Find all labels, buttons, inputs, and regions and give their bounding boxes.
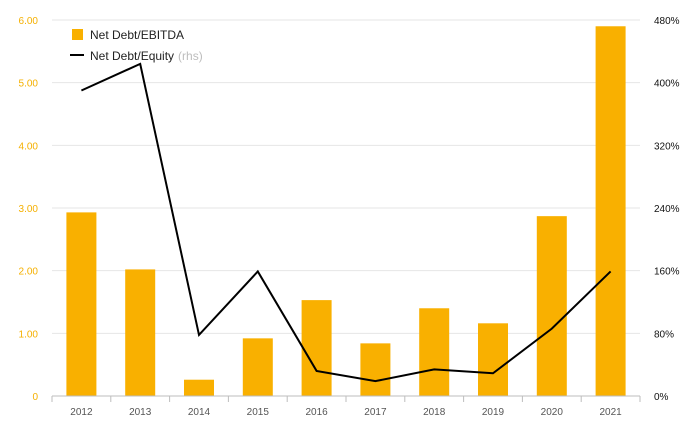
bar-series <box>66 26 626 397</box>
x-tick-label: 2014 <box>188 407 211 418</box>
x-tick-label: 2020 <box>541 407 564 418</box>
legend-label-line: Net Debt/Equity <box>90 49 174 63</box>
bar <box>184 379 214 396</box>
x-tick-label: 2013 <box>129 407 152 418</box>
x-tick-label: 2015 <box>247 407 270 418</box>
left-tick-label: 5.00 <box>19 79 39 90</box>
bar <box>360 343 391 396</box>
x-tick-label: 2018 <box>423 407 446 418</box>
right-tick-label: 0% <box>654 392 669 403</box>
legend-label-bar: Net Debt/EBITDA <box>90 28 184 42</box>
x-axis: 2012 2013 2014 2015 2016 2017 2018 2019 2020 2021 <box>51 395 641 418</box>
left-tick-label: 1.00 <box>19 329 39 340</box>
bar <box>478 323 508 396</box>
legend-swatch-bar <box>72 29 83 40</box>
bar <box>66 212 97 396</box>
right-tick-label: 400% <box>654 79 680 90</box>
line-path <box>80 62 612 383</box>
bar <box>595 26 626 397</box>
right-tick-label: 160% <box>654 267 680 278</box>
bar <box>419 308 450 396</box>
left-tick-label: 2.00 <box>19 267 39 278</box>
left-tick-label: 6.00 <box>19 16 39 27</box>
right-tick-label: 480% <box>654 16 680 27</box>
legend-label-line-note: (rhs) <box>178 49 203 63</box>
x-tick-label: 2012 <box>70 407 93 418</box>
right-axis-ticks: 0% 80% 160% 240% 320% 400% 480% <box>654 16 680 403</box>
right-tick-label: 320% <box>654 141 680 152</box>
x-tick-label: 2016 <box>305 407 328 418</box>
left-tick-label: 4.00 <box>19 141 39 152</box>
bar <box>242 338 273 396</box>
left-tick-label: 3.00 <box>19 204 39 215</box>
x-tick-label: 2021 <box>599 407 622 418</box>
left-axis-ticks: 0 1.00 2.00 3.00 4.00 5.00 6.00 <box>19 16 39 403</box>
left-tick-label: 0 <box>32 392 38 403</box>
x-tick-label: 2019 <box>482 407 505 418</box>
bar <box>536 216 567 396</box>
right-tick-label: 80% <box>654 329 674 340</box>
right-tick-label: 240% <box>654 204 680 215</box>
bar <box>125 269 156 396</box>
line-series <box>80 62 612 383</box>
x-tick-label: 2017 <box>364 407 387 418</box>
bar <box>301 300 332 396</box>
legend: Net Debt/EBITDA Net Debt/Equity (rhs) <box>70 28 203 63</box>
svg-text:Net Debt/Equity(rhs): Net Debt/Equity (rhs) <box>90 49 203 63</box>
